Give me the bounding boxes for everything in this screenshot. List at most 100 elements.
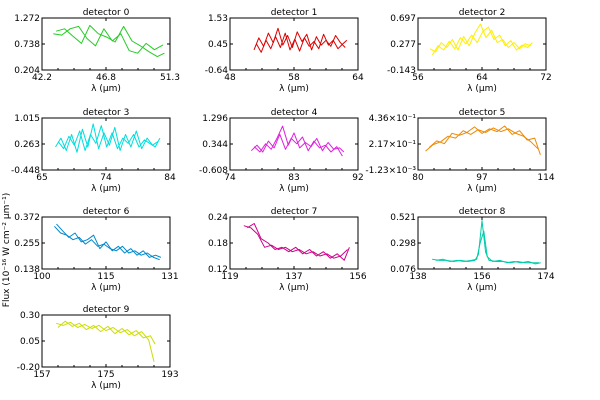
y-tick-label: 0.372	[14, 213, 40, 223]
x-axis-label: λ (μm)	[91, 84, 121, 94]
panel-detector-1: detector 1 48 58 64 -0.64 0.45 1.53 λ (μm)	[205, 8, 364, 94]
panel-title: detector 6	[83, 207, 130, 217]
x-tick-label: 56	[412, 73, 424, 83]
x-tick-label: 64	[476, 73, 488, 83]
series-line-1	[253, 125, 345, 153]
series-line-0	[55, 123, 159, 153]
y-tick-label: 2.17×10⁻¹	[369, 140, 417, 150]
x-tick-label: 83	[288, 173, 299, 183]
x-tick-label: 114	[537, 173, 554, 183]
y-tick-label: 0.30	[20, 311, 40, 321]
x-tick-label: 92	[352, 173, 363, 183]
series-line-1	[57, 125, 161, 151]
series-line-1	[55, 24, 165, 58]
figure-y-axis-label: Flux (10⁻¹⁶ W cm⁻² μm⁻¹)	[2, 193, 12, 307]
y-tick-label: 0.738	[14, 40, 40, 50]
y-tick-label: 0.076	[390, 265, 416, 275]
x-axis-label: λ (μm)	[91, 283, 121, 293]
series-line-1	[56, 223, 162, 258]
y-tick-label: 0.45	[208, 40, 228, 50]
y-tick-label: 0.138	[14, 265, 40, 275]
x-tick-label: 137	[285, 272, 302, 282]
y-tick-label: -0.143	[387, 66, 416, 76]
panel-title: detector 5	[459, 108, 506, 118]
x-tick-label: 100	[33, 272, 50, 282]
x-tick-label: 115	[97, 272, 114, 282]
y-tick-label: 0.521	[390, 213, 416, 223]
panel-detector-3: detector 3 65 74 84 -0.448 0.263 1.015 λ (μm)	[11, 108, 176, 194]
detector-panels: detector 0 42.2 46.8 51.3 0.204 0.738 1.272 λ (…	[11, 8, 555, 391]
y-tick-label: -0.448	[11, 166, 40, 176]
y-tick-label: 0.05	[20, 337, 40, 347]
panel-detector-6: detector 6 100 115 131 0.138 0.255 0.372 λ (μm)	[14, 207, 178, 293]
x-tick-label: 48	[224, 73, 236, 83]
panel-detector-4: detector 4 74 83 92 -0.608 0.344 1.296 λ (μm)	[199, 108, 364, 194]
y-tick-label: 0.298	[390, 239, 416, 249]
x-tick-label: 72	[540, 73, 551, 83]
panel-title: detector 0	[83, 8, 130, 18]
panel-frame	[229, 216, 359, 270]
x-tick-label: 58	[288, 73, 300, 83]
x-tick-label: 64	[352, 73, 364, 83]
series-line-0	[425, 127, 539, 152]
panel-frame	[41, 17, 171, 71]
series-line-0	[54, 225, 160, 261]
series-line-0	[53, 25, 164, 54]
y-tick-label: -0.64	[205, 66, 229, 76]
y-tick-label: 1.53	[208, 14, 228, 24]
panel-detector-2: detector 2 56 64 72 -0.143 0.277 0.697 λ (μm)	[387, 8, 552, 94]
panel-detector-8: detector 8 138 156 174 0.076 0.298 0.521 λ (μm)	[390, 207, 555, 293]
x-tick-label: 174	[537, 272, 554, 282]
x-tick-label: 74	[100, 173, 112, 183]
y-tick-label: -0.20	[17, 363, 41, 373]
x-axis-label: λ (μm)	[467, 84, 497, 94]
panel-detector-0: detector 0 42.2 46.8 51.3 0.204 0.738 1.272 λ (…	[14, 8, 180, 94]
x-axis-label: λ (μm)	[279, 84, 309, 94]
x-tick-label: 42.2	[32, 73, 52, 83]
y-tick-label: 1.296	[202, 114, 228, 124]
y-tick-label: -1.23×10⁻³	[365, 166, 416, 176]
y-tick-label: 1.015	[14, 114, 40, 124]
series-line-1	[435, 230, 541, 265]
panel-title: detector 4	[271, 108, 318, 118]
y-tick-label: 0.277	[390, 40, 416, 50]
x-tick-label: 65	[36, 173, 47, 183]
y-tick-label: 4.36×10⁻¹	[369, 114, 417, 124]
y-tick-label: 0.18	[208, 239, 228, 249]
panel-detector-9: detector 9 157 175 193 -0.20 0.05 0.30 λ (μm)	[17, 305, 179, 391]
series-line-1	[57, 320, 156, 345]
x-axis-label: λ (μm)	[279, 283, 309, 293]
x-tick-label: 138	[409, 272, 426, 282]
panel-frame	[417, 117, 547, 171]
x-tick-label: 157	[33, 370, 50, 380]
x-tick-label: 80	[412, 173, 424, 183]
y-tick-label: 0.255	[14, 239, 40, 249]
panel-detector-5: detector 5 80 97 114 -1.23×10⁻³ 2.17×10⁻¹ 4.36…	[365, 108, 554, 194]
panel-title: detector 7	[271, 207, 318, 217]
y-tick-label: 1.272	[14, 14, 40, 24]
x-tick-label: 193	[161, 370, 178, 380]
y-tick-label: 0.12	[208, 265, 228, 275]
x-tick-label: 119	[221, 272, 238, 282]
y-tick-label: -0.608	[199, 166, 228, 176]
series-line-0	[429, 23, 531, 53]
y-tick-label: 0.697	[390, 14, 416, 24]
panel-title: detector 9	[83, 305, 130, 315]
x-tick-label: 46.8	[96, 73, 116, 83]
x-axis-label: λ (μm)	[91, 184, 121, 194]
x-tick-label: 97	[476, 173, 487, 183]
x-tick-label: 51.3	[160, 73, 180, 83]
x-axis-label: λ (μm)	[467, 184, 497, 194]
panel-detector-7: detector 7 119 137 156 0.12 0.18 0.24 λ (μm)	[208, 207, 367, 293]
y-tick-label: 0.24	[208, 213, 228, 223]
y-tick-label: 0.204	[14, 66, 40, 76]
series-line-1	[428, 125, 541, 155]
panel-title: detector 2	[459, 8, 506, 18]
x-axis-label: λ (μm)	[91, 381, 121, 391]
panel-frame	[41, 314, 171, 368]
x-tick-label: 156	[473, 272, 490, 282]
series-line-1	[247, 223, 350, 261]
panel-title: detector 8	[459, 207, 506, 217]
y-tick-label: 0.263	[14, 140, 40, 150]
